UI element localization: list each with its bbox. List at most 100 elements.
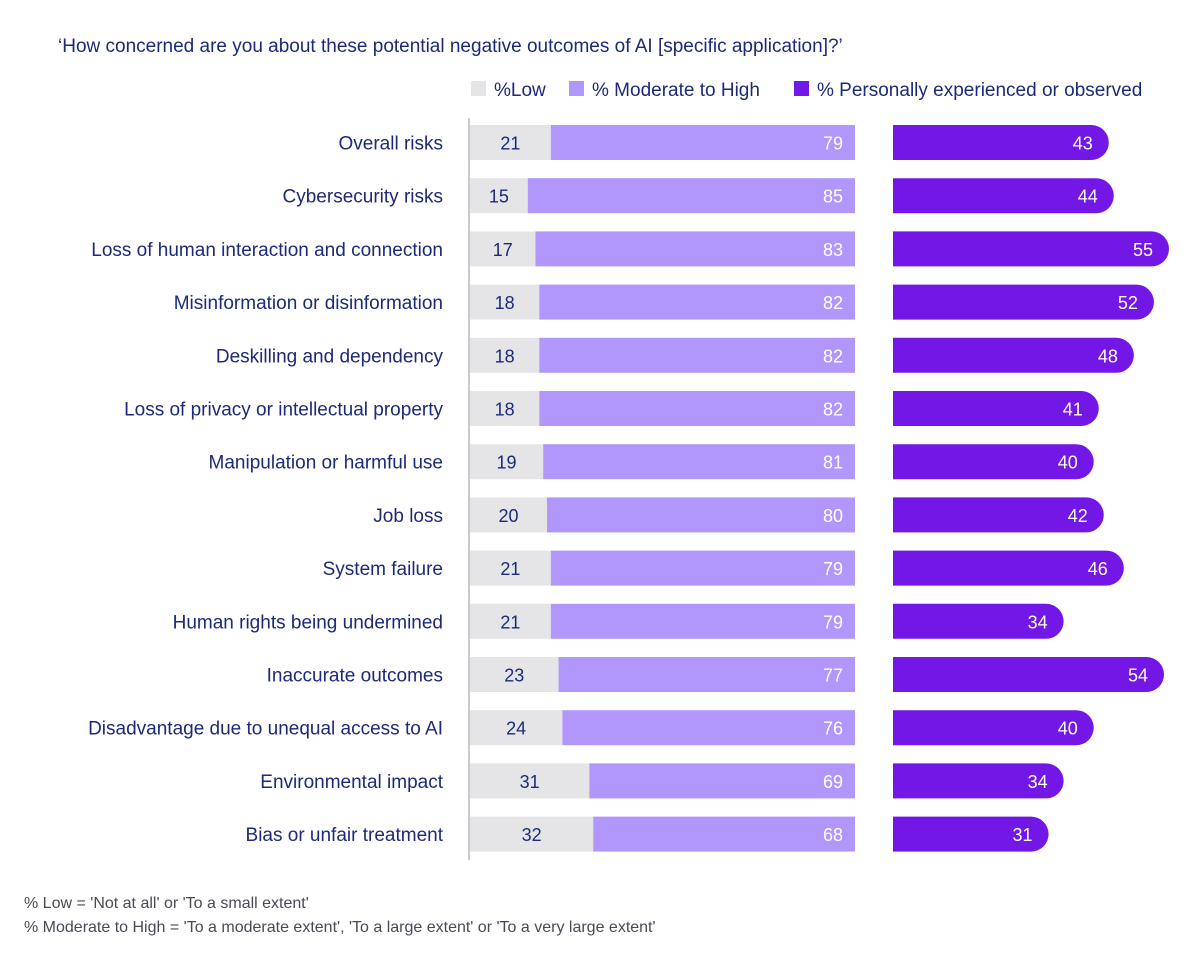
value-moderate-human-rights-being-undermined: 79 bbox=[823, 612, 843, 632]
value-experienced-disadvantage-due-to-unequal-access-to-ai: 40 bbox=[1058, 719, 1078, 739]
legend-label-experienced: % Personally experienced or observed bbox=[817, 80, 1142, 101]
value-moderate-loss-of-privacy-or-intellectual-property: 82 bbox=[823, 400, 843, 420]
bar-experienced-loss-of-human-interaction-and-connection bbox=[893, 231, 1169, 267]
bar-experienced-inaccurate-outcomes bbox=[893, 657, 1164, 692]
bar-experienced-cybersecurity-risks bbox=[893, 178, 1114, 214]
bar-moderate-inaccurate-outcomes bbox=[558, 657, 855, 692]
value-experienced-cybersecurity-risks: 44 bbox=[1078, 187, 1098, 207]
bar-moderate-environmental-impact bbox=[589, 763, 855, 799]
legend: %Low % Moderate to High % Personally exp… bbox=[471, 80, 1142, 101]
value-low-bias-or-unfair-treatment: 32 bbox=[522, 825, 542, 845]
value-low-overall-risks: 21 bbox=[500, 134, 520, 154]
value-moderate-bias-or-unfair-treatment: 68 bbox=[823, 825, 843, 845]
bar-experienced-disadvantage-due-to-unequal-access-to-ai bbox=[893, 710, 1094, 746]
legend-label-low: %Low bbox=[494, 80, 546, 101]
value-moderate-deskilling-and-dependency: 82 bbox=[823, 346, 843, 366]
bar-moderate-job-loss bbox=[547, 497, 855, 533]
category-label-human-rights-being-undermined: Human rights being undermined bbox=[173, 612, 443, 633]
value-moderate-cybersecurity-risks: 85 bbox=[823, 187, 843, 207]
category-label-loss-of-human-interaction-and-connection: Loss of human interaction and connection bbox=[91, 240, 443, 261]
value-moderate-manipulation-or-harmful-use: 81 bbox=[823, 453, 843, 473]
value-low-misinformation-or-disinformation: 18 bbox=[495, 293, 515, 313]
bar-low-manipulation-or-harmful-use bbox=[470, 444, 544, 480]
value-moderate-job-loss: 80 bbox=[823, 506, 843, 526]
chart-title: ‘How concerned are you about these poten… bbox=[58, 36, 843, 57]
category-label-disadvantage-due-to-unequal-access-to-ai: Disadvantage due to unequal access to AI bbox=[88, 719, 443, 740]
value-moderate-overall-risks: 79 bbox=[823, 134, 843, 154]
bar-low-job-loss bbox=[470, 497, 547, 533]
value-moderate-loss-of-human-interaction-and-connection: 83 bbox=[823, 240, 843, 260]
bar-low-environmental-impact bbox=[470, 763, 590, 799]
bar-moderate-misinformation-or-disinformation bbox=[539, 284, 855, 320]
bar-low-loss-of-privacy-or-intellectual-property bbox=[470, 391, 540, 426]
category-label-system-failure: System failure bbox=[323, 559, 443, 580]
value-low-inaccurate-outcomes: 23 bbox=[504, 666, 524, 686]
bar-moderate-manipulation-or-harmful-use bbox=[543, 444, 855, 480]
legend-swatch-experienced bbox=[794, 81, 809, 96]
bar-low-deskilling-and-dependency bbox=[470, 337, 540, 373]
bar-low-human-rights-being-undermined bbox=[470, 603, 551, 639]
bar-experienced-system-failure bbox=[893, 550, 1124, 586]
category-label-misinformation-or-disinformation: Misinformation or disinformation bbox=[174, 293, 443, 314]
bar-experienced-misinformation-or-disinformation bbox=[893, 284, 1154, 320]
value-experienced-bias-or-unfair-treatment: 31 bbox=[1013, 825, 1033, 845]
bar-moderate-cybersecurity-risks bbox=[527, 178, 855, 214]
value-experienced-inaccurate-outcomes: 54 bbox=[1128, 666, 1148, 686]
bar-low-loss-of-human-interaction-and-connection bbox=[470, 231, 536, 267]
bar-low-bias-or-unfair-treatment bbox=[470, 816, 594, 852]
value-moderate-inaccurate-outcomes: 77 bbox=[823, 666, 843, 686]
category-label-inaccurate-outcomes: Inaccurate outcomes bbox=[267, 666, 443, 687]
category-label-overall-risks: Overall risks bbox=[338, 134, 443, 155]
bar-experienced-bias-or-unfair-treatment bbox=[893, 816, 1049, 852]
bar-moderate-loss-of-human-interaction-and-connection bbox=[535, 231, 855, 267]
category-label-cybersecurity-risks: Cybersecurity risks bbox=[283, 187, 443, 208]
bar-experienced-environmental-impact bbox=[893, 763, 1064, 799]
value-experienced-loss-of-human-interaction-and-connection: 55 bbox=[1133, 240, 1153, 260]
value-experienced-system-failure: 46 bbox=[1088, 559, 1108, 579]
bar-moderate-overall-risks bbox=[550, 125, 855, 160]
bar-moderate-disadvantage-due-to-unequal-access-to-ai bbox=[562, 710, 855, 746]
bar-low-system-failure bbox=[470, 550, 551, 586]
value-low-human-rights-being-undermined: 21 bbox=[500, 612, 520, 632]
value-experienced-manipulation-or-harmful-use: 40 bbox=[1058, 453, 1078, 473]
legend-swatch-low bbox=[471, 81, 486, 96]
value-experienced-job-loss: 42 bbox=[1068, 506, 1088, 526]
bar-moderate-loss-of-privacy-or-intellectual-property bbox=[539, 391, 855, 426]
bar-low-inaccurate-outcomes bbox=[470, 657, 559, 692]
category-label-environmental-impact: Environmental impact bbox=[260, 772, 443, 793]
value-experienced-misinformation-or-disinformation: 52 bbox=[1118, 293, 1138, 313]
bar-low-cybersecurity-risks bbox=[470, 178, 528, 214]
value-experienced-loss-of-privacy-or-intellectual-property: 41 bbox=[1063, 400, 1083, 420]
category-label-manipulation-or-harmful-use: Manipulation or harmful use bbox=[209, 453, 443, 474]
value-low-job-loss: 20 bbox=[498, 506, 518, 526]
bar-moderate-bias-or-unfair-treatment bbox=[593, 816, 855, 852]
bar-experienced-overall-risks bbox=[893, 125, 1109, 160]
bar-experienced-deskilling-and-dependency bbox=[893, 337, 1134, 373]
value-experienced-overall-risks: 43 bbox=[1073, 134, 1093, 154]
value-experienced-environmental-impact: 34 bbox=[1028, 772, 1048, 792]
legend-swatch-moderate bbox=[569, 81, 584, 96]
footnote-low: % Low = 'Not at all' or 'To a small exte… bbox=[24, 895, 309, 912]
value-low-manipulation-or-harmful-use: 19 bbox=[497, 453, 517, 473]
legend-label-moderate: % Moderate to High bbox=[592, 80, 760, 101]
bar-moderate-human-rights-being-undermined bbox=[550, 603, 855, 639]
value-moderate-environmental-impact: 69 bbox=[823, 772, 843, 792]
value-low-deskilling-and-dependency: 18 bbox=[495, 346, 515, 366]
bar-experienced-manipulation-or-harmful-use bbox=[893, 444, 1094, 480]
bar-experienced-human-rights-being-undermined bbox=[893, 603, 1064, 639]
value-moderate-misinformation-or-disinformation: 82 bbox=[823, 293, 843, 313]
value-low-loss-of-privacy-or-intellectual-property: 18 bbox=[495, 400, 515, 420]
footnote-moderate: % Moderate to High = 'To a moderate exte… bbox=[24, 919, 656, 936]
category-label-deskilling-and-dependency: Deskilling and dependency bbox=[216, 346, 444, 367]
value-experienced-human-rights-being-undermined: 34 bbox=[1028, 612, 1048, 632]
bar-moderate-system-failure bbox=[550, 550, 855, 586]
bar-low-overall-risks bbox=[470, 125, 551, 160]
category-label-loss-of-privacy-or-intellectual-property: Loss of privacy or intellectual property bbox=[124, 400, 443, 421]
value-low-disadvantage-due-to-unequal-access-to-ai: 24 bbox=[506, 719, 526, 739]
bar-low-disadvantage-due-to-unequal-access-to-ai bbox=[470, 710, 563, 746]
bar-low-misinformation-or-disinformation bbox=[470, 284, 540, 320]
value-low-cybersecurity-risks: 15 bbox=[489, 187, 509, 207]
value-moderate-system-failure: 79 bbox=[823, 559, 843, 579]
value-experienced-deskilling-and-dependency: 48 bbox=[1098, 346, 1118, 366]
